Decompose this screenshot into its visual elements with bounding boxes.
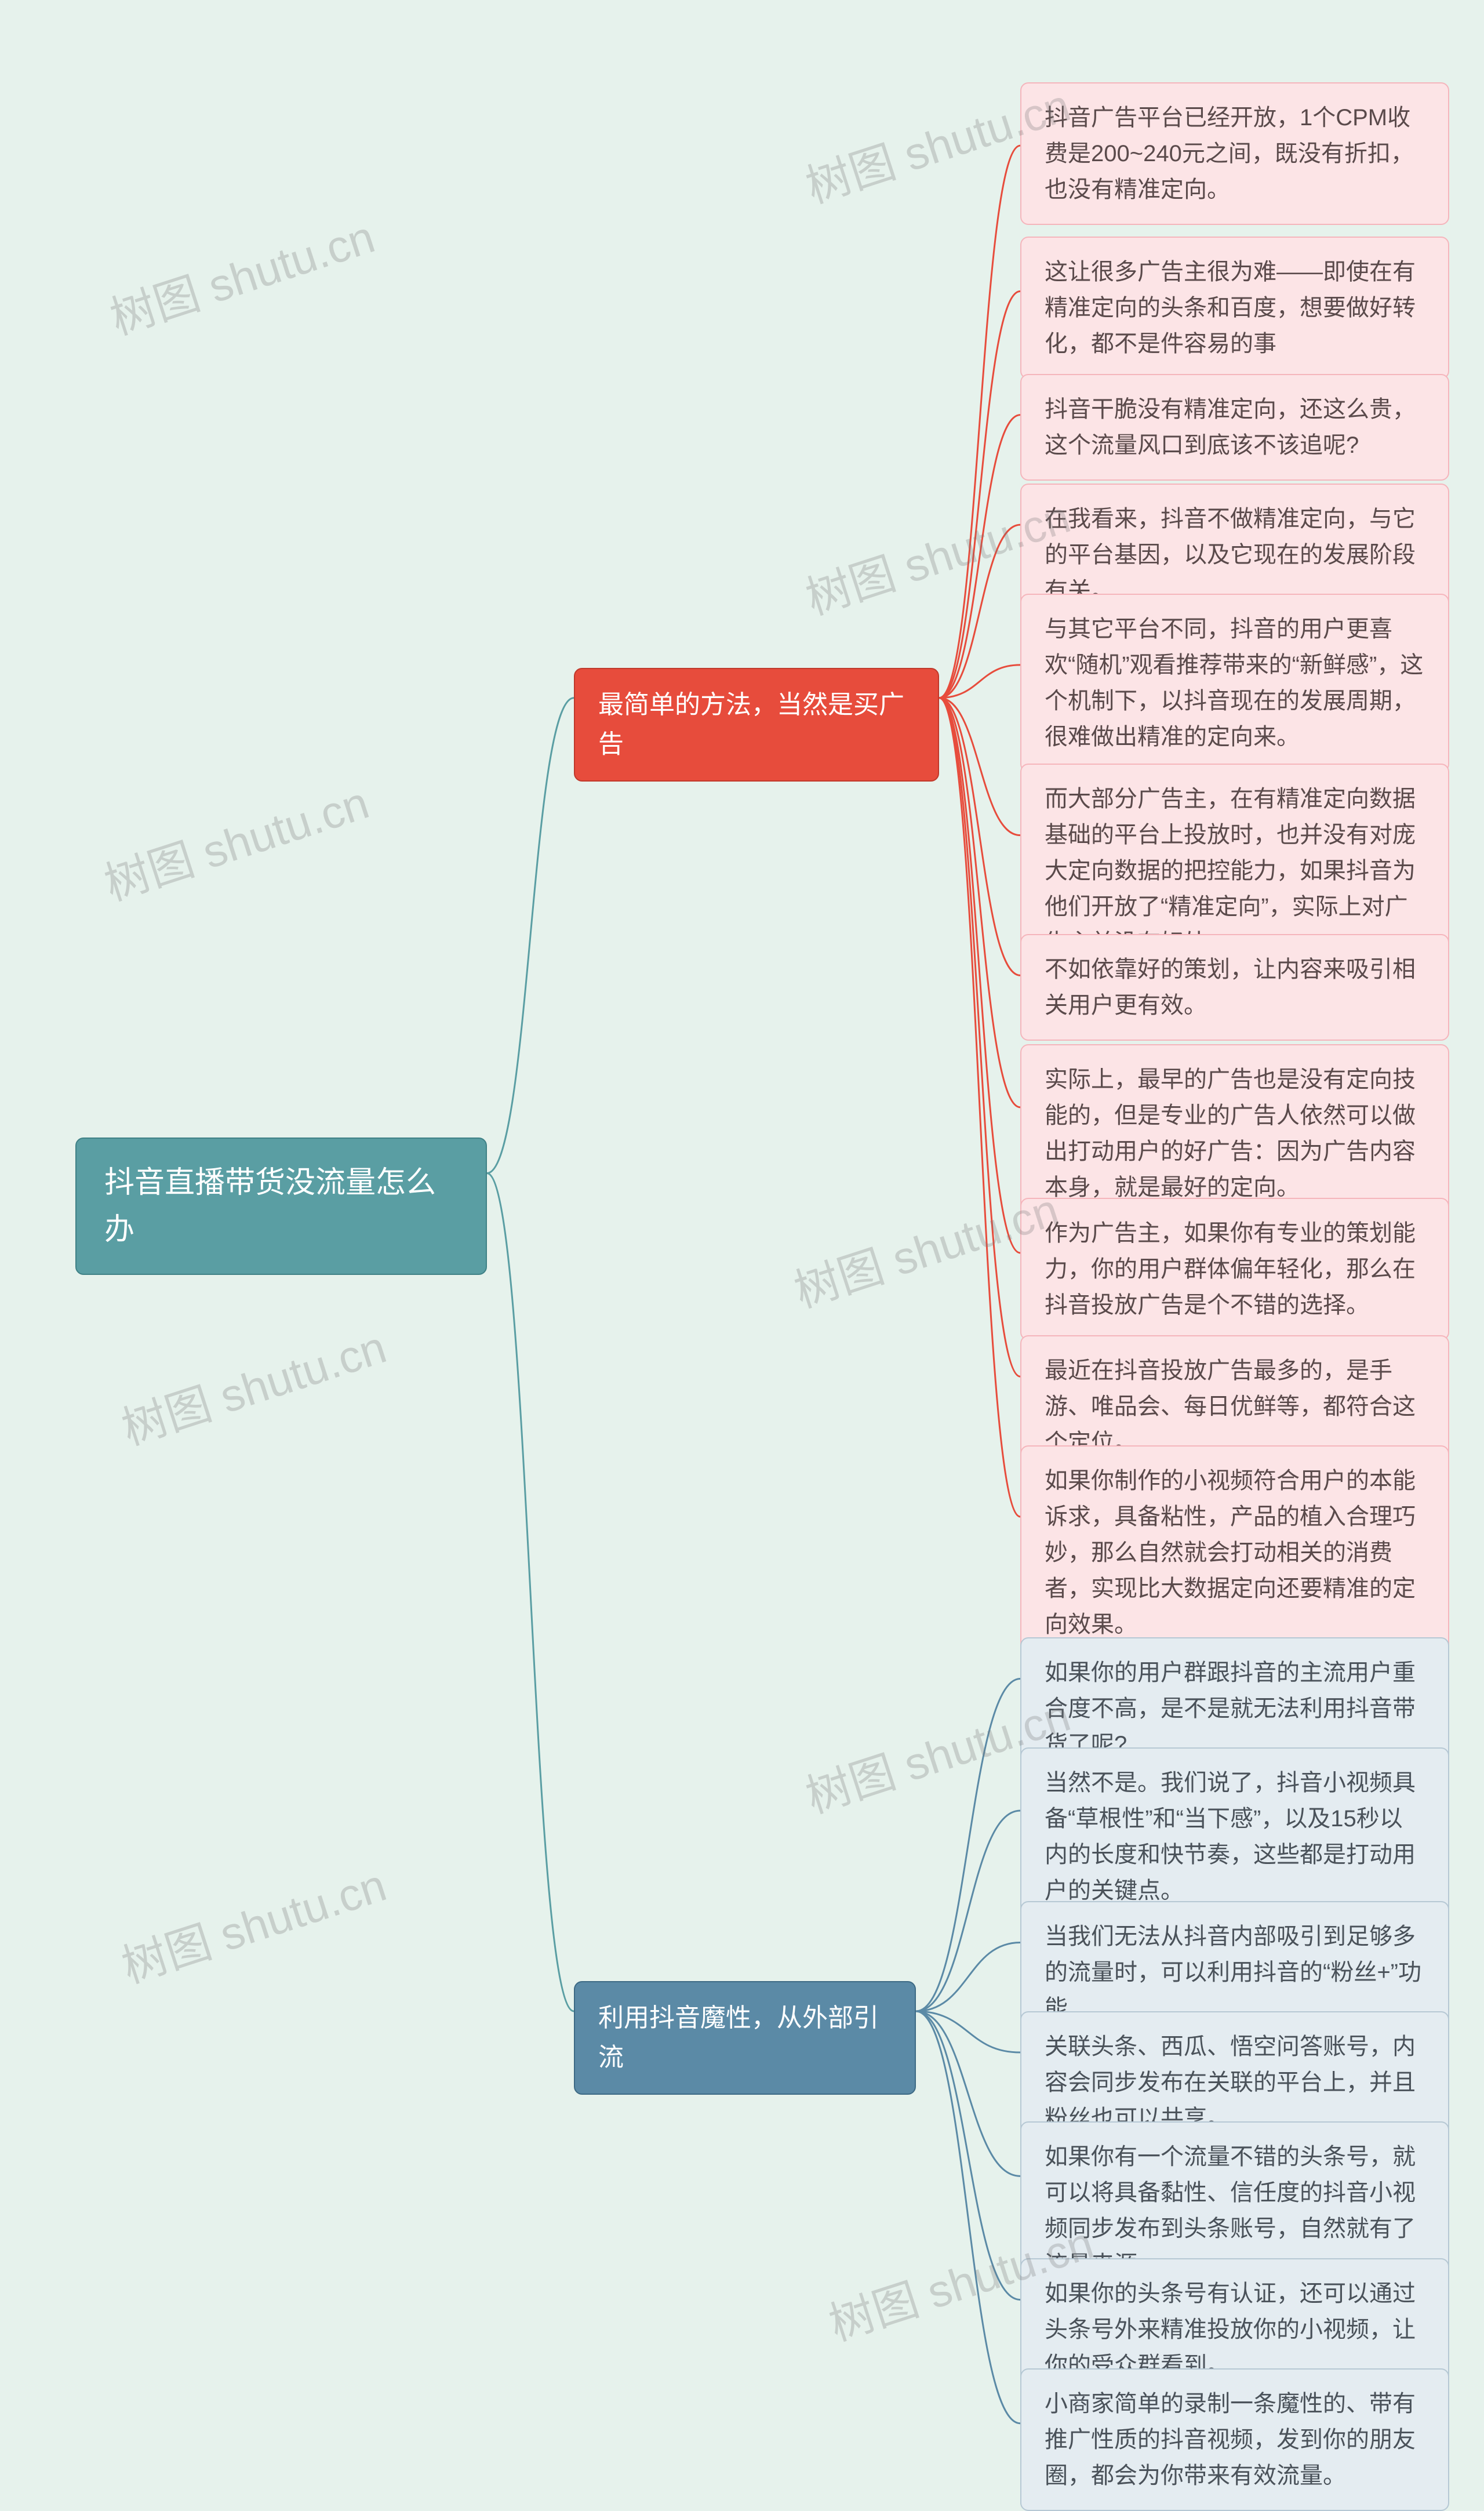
connector-line [939, 146, 1020, 698]
connector-line [916, 2011, 1020, 2423]
connector-line [939, 698, 1020, 835]
mindmap-branch: 最简单的方法，当然是买广告 [574, 668, 939, 782]
mindmap-leaf: 作为广告主，如果你有专业的策划能力，你的用户群体偏年轻化，那么在抖音投放广告是个… [1020, 1198, 1449, 1340]
connector-line [939, 665, 1020, 698]
connector-line [487, 1173, 574, 2011]
mindmap-leaf: 与其它平台不同，抖音的用户更喜欢“随机”观看推荐带来的“新鲜感”，这个机制下，以… [1020, 594, 1449, 772]
watermark-text: 树图 shutu.cn [112, 1849, 393, 1996]
connector-line [939, 698, 1020, 1253]
mindmap-leaf: 这让很多广告主很为难——即使在有精准定向的头条和百度，想要做好转化，都不是件容易… [1020, 237, 1449, 379]
mindmap-branch: 利用抖音魔性，从外部引流 [574, 1981, 916, 2095]
mindmap-leaf: 抖音干脆没有精准定向，还这么贵，这个流量风口到底该不该追呢? [1020, 374, 1449, 481]
connector-line [939, 415, 1020, 698]
connector-line [939, 525, 1020, 698]
connector-line [916, 2011, 1020, 2176]
connector-line [939, 698, 1020, 1107]
connector-line [487, 698, 574, 1173]
mindmap-leaf: 实际上，最早的广告也是没有定向技能的，但是专业的广告人依然可以做出打动用户的好广… [1020, 1044, 1449, 1223]
connector-line [916, 1811, 1020, 2011]
watermark-text: 树图 shutu.cn [112, 1311, 393, 1458]
mindmap-leaf: 不如依靠好的策划，让内容来吸引相关用户更有效。 [1020, 934, 1449, 1041]
connector-line [916, 2011, 1020, 2300]
connector-line [939, 698, 1020, 1517]
connector-line [939, 291, 1020, 697]
connector-line [916, 2011, 1020, 2052]
mindmap-leaf: 小商家简单的录制一条魔性的、带有推广性质的抖音视频，发到你的朋友圈，都会为你带来… [1020, 2368, 1449, 2511]
watermark-text: 树图 shutu.cn [101, 201, 381, 348]
mindmap-leaf: 当然不是。我们说了，抖音小视频具备“草根性”和“当下感”，以及15秒以内的长度和… [1020, 1747, 1449, 1926]
mindmap-leaf: 抖音广告平台已经开放，1个CPM收费是200~240元之间，既没有折扣，也没有精… [1020, 82, 1449, 225]
connector-line [939, 698, 1020, 1377]
mindmap-leaf: 如果你制作的小视频符合用户的本能诉求，具备粘性，产品的植入合理巧妙，那么自然就会… [1020, 1445, 1449, 1660]
connector-line [916, 1679, 1020, 2011]
watermark-text: 树图 shutu.cn [95, 767, 376, 914]
mindmap-root: 抖音直播带货没流量怎么办 [75, 1138, 487, 1275]
connector-line [916, 1942, 1020, 2011]
connector-line [939, 698, 1020, 976]
